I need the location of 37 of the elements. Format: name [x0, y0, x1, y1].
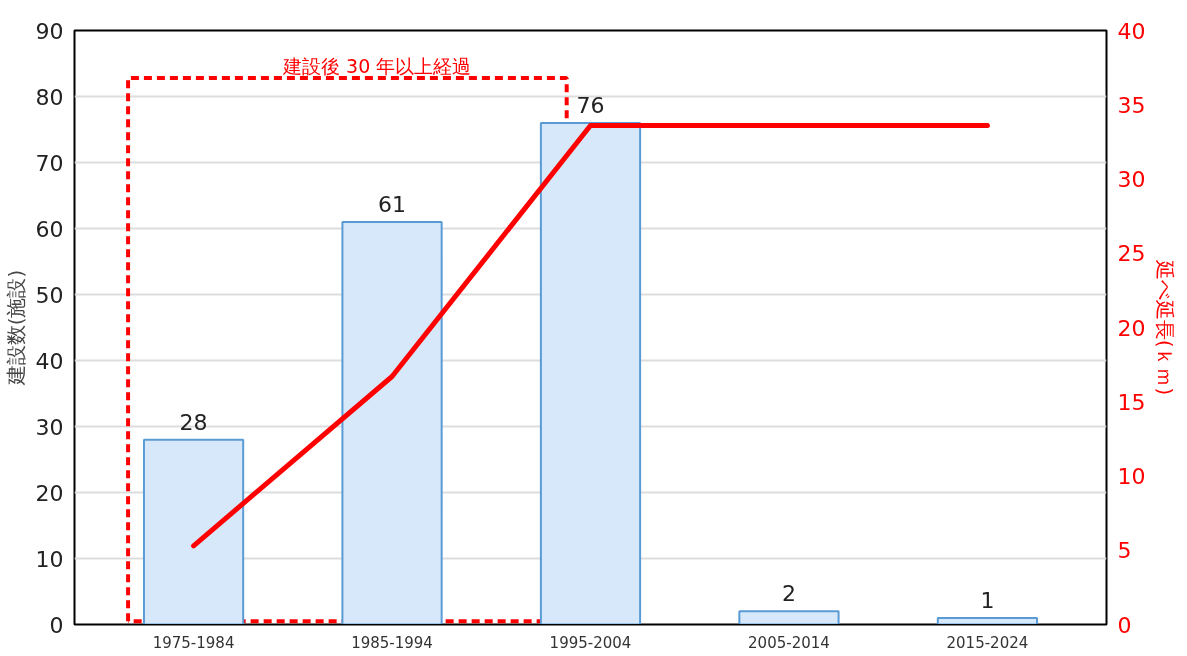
- x-tick-label: 2015-2024: [946, 633, 1029, 652]
- y-axis-title: 建設数(施設): [3, 269, 28, 387]
- y2-tick-label: 15: [1117, 389, 1146, 415]
- data-label: 76: [576, 92, 605, 118]
- y2-tick-label: 25: [1117, 241, 1146, 267]
- y-tick-label: 90: [35, 18, 64, 44]
- y-tick-label: 80: [35, 84, 64, 110]
- annotation: 建設後 30 年以上経過: [282, 55, 472, 78]
- data-label: 28: [179, 409, 208, 435]
- x-tick-label: 1975-1984: [152, 633, 235, 652]
- y-tick-label: 0: [49, 612, 64, 638]
- x-tick-label: 1985-1994: [351, 633, 433, 652]
- y-tick-label: 20: [35, 480, 64, 506]
- data-label: 1: [980, 587, 995, 613]
- data-label: 2: [781, 581, 796, 607]
- bar: [341, 220, 443, 625]
- y-tick-label: 10: [35, 546, 64, 572]
- y2-tick-label: 30: [1117, 167, 1146, 192]
- y-tick-label: 40: [35, 348, 64, 374]
- bar: [936, 616, 1039, 625]
- x-tick-label: 2005-2014: [748, 633, 830, 652]
- y2-tick-label: 0: [1117, 612, 1132, 638]
- y2-tick-label: 20: [1117, 315, 1146, 341]
- y2-tick-label: 40: [1117, 18, 1146, 44]
- x-tick-label: 1995-2004: [549, 633, 632, 652]
- data-label: 61: [378, 191, 407, 217]
- y-tick-label: 70: [35, 150, 64, 176]
- y2-tick-label: 5: [1117, 538, 1132, 564]
- y-tick-label: 30: [35, 414, 64, 440]
- y-tick-label: 60: [35, 216, 64, 242]
- y2-axis-title: 延べ延長(ｋｍ): [1153, 258, 1178, 396]
- bar: [539, 121, 642, 625]
- y-tick-label: 50: [35, 282, 64, 308]
- bar: [738, 610, 840, 625]
- y2-tick-label: 35: [1117, 92, 1146, 118]
- y2-tick-label: 10: [1117, 464, 1146, 489]
- bar: [142, 438, 245, 625]
